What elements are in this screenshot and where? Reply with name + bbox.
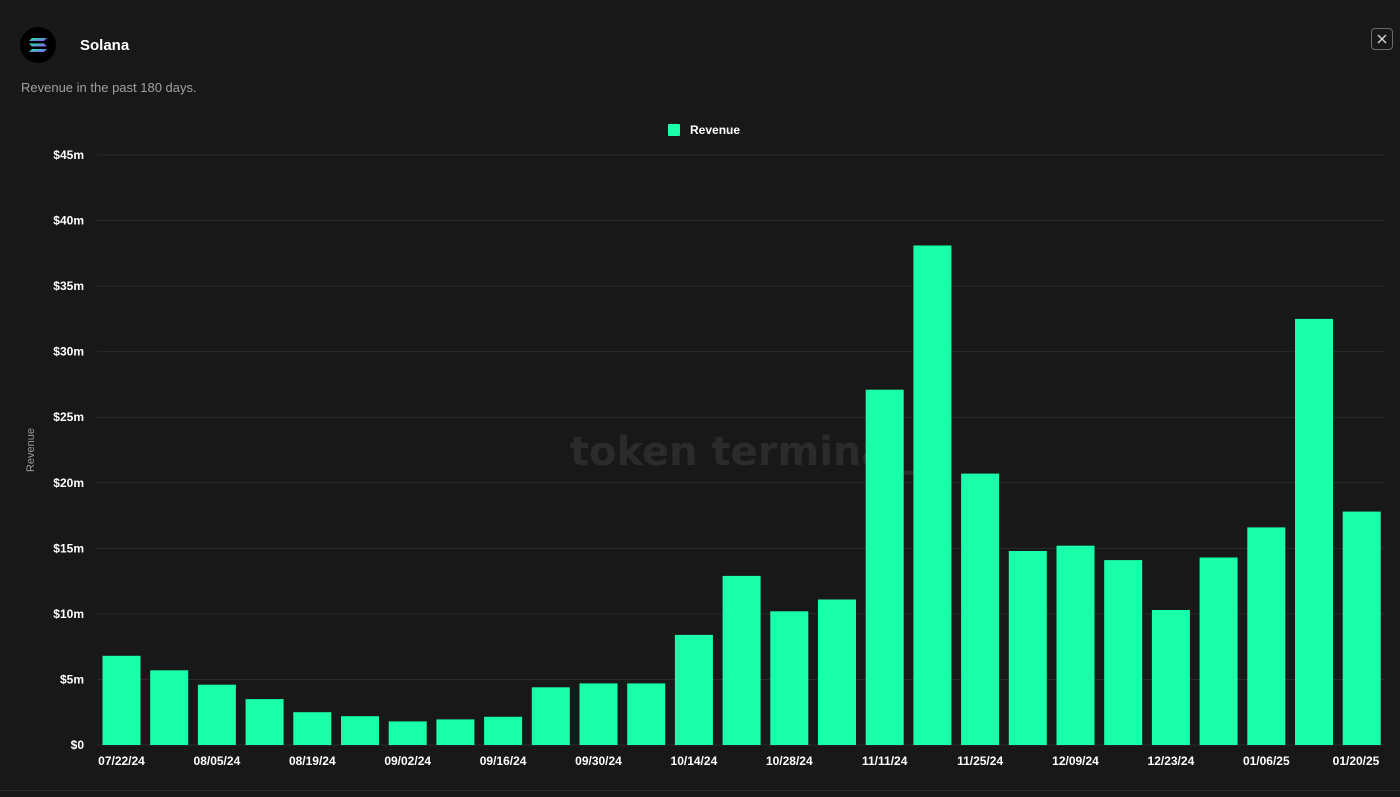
y-tick-label: $40m <box>53 214 84 228</box>
bar-revenue-10-07-24[interactable] <box>627 683 666 745</box>
solana-logo-icon <box>20 27 56 63</box>
bottom-divider <box>0 790 1400 791</box>
bar-revenue-01-20-25[interactable] <box>1342 511 1381 745</box>
chart-subtitle: Revenue in the past 180 days. <box>21 80 197 95</box>
legend-swatch-revenue <box>668 124 680 136</box>
x-tick-label: 09/16/24 <box>480 754 527 768</box>
close-button[interactable] <box>1371 28 1393 50</box>
y-tick-label: $35m <box>53 279 84 293</box>
bar-revenue-09-23-24[interactable] <box>531 687 570 745</box>
bar-revenue-11-04-24[interactable] <box>818 599 856 746</box>
x-tick-label: 09/02/24 <box>384 754 431 768</box>
y-tick-label: $5m <box>60 672 84 686</box>
bar-revenue-12-09-24[interactable] <box>1056 545 1095 745</box>
x-tick-label: 01/20/25 <box>1333 754 1380 768</box>
y-tick-label: $20m <box>53 476 84 490</box>
bars <box>102 245 1381 746</box>
bar-revenue-08-26-24[interactable] <box>341 716 379 745</box>
x-tick-label: 08/05/24 <box>194 754 241 768</box>
panel-header: Solana <box>20 27 129 63</box>
bar-revenue-08-12-24[interactable] <box>245 699 284 745</box>
x-tick-label: 11/25/24 <box>957 754 1003 768</box>
bar-revenue-07-29-24[interactable] <box>150 670 189 745</box>
x-tick-label: 11/11/24 <box>862 754 908 768</box>
y-axis-label: Revenue <box>25 428 37 472</box>
bar-revenue-10-14-24[interactable] <box>674 634 713 745</box>
y-tick-label: $30m <box>53 345 84 359</box>
bar-revenue-12-23-24[interactable] <box>1151 610 1190 745</box>
watermark-text: token terminal_ <box>570 429 922 475</box>
bar-revenue-11-11-24[interactable] <box>865 389 904 745</box>
chart-legend[interactable]: Revenue <box>668 123 740 137</box>
x-axis-ticks: 07/22/24 08/05/24 08/19/24 09/02/24 09/16/24… <box>98 754 1380 768</box>
y-tick-label: $15m <box>53 541 84 555</box>
x-tick-label: 10/14/24 <box>671 754 718 768</box>
x-tick-label: 12/09/24 <box>1052 754 1099 768</box>
x-tick-label: 12/23/24 <box>1148 754 1195 768</box>
bar-revenue-10-21-24[interactable] <box>722 575 761 745</box>
x-tick-label: 01/06/25 <box>1243 754 1290 768</box>
project-name: Solana <box>80 36 130 54</box>
bar-revenue-09-16-24[interactable] <box>484 716 523 745</box>
bar-revenue-10-28-24[interactable] <box>770 611 809 745</box>
bar-revenue-09-02-24[interactable] <box>388 721 427 745</box>
x-tick-label: 08/19/24 <box>289 754 336 768</box>
bar-revenue-11-25-24[interactable] <box>961 473 1000 745</box>
bar-revenue-11-18-24[interactable] <box>913 245 952 746</box>
legend-label-revenue: Revenue <box>690 123 741 137</box>
bar-revenue-09-09-24[interactable] <box>436 719 475 745</box>
bar-revenue-01-13-25[interactable] <box>1295 318 1333 745</box>
bar-revenue-12-02-24[interactable] <box>1008 551 1047 745</box>
y-tick-label: $25m <box>53 410 84 424</box>
y-tick-label: $0 <box>71 738 85 752</box>
x-tick-label: 09/30/24 <box>575 754 622 768</box>
close-icon <box>1377 34 1387 44</box>
x-tick-label: 07/22/24 <box>98 754 145 768</box>
y-tick-label: $45m <box>53 148 84 162</box>
y-tick-label: $10m <box>53 607 84 621</box>
x-tick-label: 10/28/24 <box>766 754 813 768</box>
bar-revenue-12-30-24[interactable] <box>1199 557 1238 746</box>
bar-revenue-12-16-24[interactable] <box>1104 560 1143 745</box>
bar-revenue-08-19-24[interactable] <box>293 712 332 745</box>
bar-revenue-09-30-24[interactable] <box>579 683 618 745</box>
bar-revenue-01-06-25[interactable] <box>1247 527 1286 745</box>
bar-revenue-07-22-24[interactable] <box>102 655 141 745</box>
y-axis-ticks: $0 $5m $10m $15m $20m $25m $30m $35m $40m $45m <box>53 148 84 752</box>
bar-revenue-08-05-24[interactable] <box>197 684 236 745</box>
